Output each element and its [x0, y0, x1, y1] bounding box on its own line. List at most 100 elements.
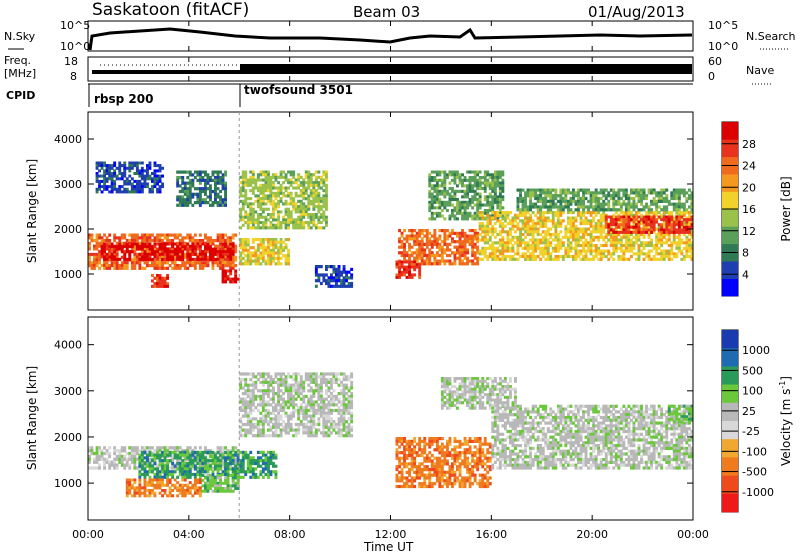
heatmap-cell — [229, 250, 233, 254]
heatmap-cell — [239, 238, 243, 242]
heatmap-cell — [660, 223, 664, 227]
heatmap-cell — [284, 178, 288, 182]
heatmap-cell — [153, 236, 157, 240]
heatmap-cell — [95, 451, 99, 456]
heatmap-cell — [506, 213, 510, 217]
heatmap-cell — [657, 235, 661, 239]
heatmap-cell — [246, 262, 250, 266]
heatmap-cell — [261, 243, 265, 247]
heatmap-cell — [496, 241, 500, 245]
heatmap-cell — [438, 242, 442, 246]
heatmap-cell — [214, 244, 217, 248]
heatmap-cell — [519, 211, 522, 215]
heatmap-cell — [279, 173, 283, 177]
heatmap-cell — [461, 253, 464, 258]
heatmap-cell — [156, 264, 159, 268]
heatmap-cell — [153, 261, 157, 265]
heatmap-cell — [577, 233, 580, 237]
heatmap-cell — [531, 202, 535, 206]
heatmap-cell — [594, 224, 598, 228]
heatmap-cell — [554, 224, 558, 228]
heatmap-cell — [481, 224, 485, 228]
heatmap-cell — [415, 256, 419, 260]
heatmap-cell — [302, 178, 306, 182]
heatmap-cell — [516, 227, 520, 231]
heatmap-cell — [599, 202, 603, 206]
heatmap-cell — [151, 446, 154, 450]
heatmap-cell — [622, 188, 626, 192]
heatmap-cell — [519, 238, 522, 242]
heatmap-cell — [133, 236, 137, 240]
heatmap-cell — [188, 463, 192, 467]
heatmap-cell — [267, 254, 270, 258]
heatmap-cell — [105, 257, 109, 261]
heatmap-cell — [211, 264, 215, 268]
heatmap-cell — [123, 457, 127, 461]
heatmap-cell — [592, 191, 596, 195]
heatmap-cell — [471, 189, 475, 193]
heatmap-cell — [206, 201, 210, 205]
heatmap-cell — [478, 233, 482, 237]
heatmap-cell — [498, 184, 502, 188]
heatmap-cell — [471, 229, 475, 233]
heatmap-cell — [594, 246, 598, 250]
heatmap-cell — [624, 191, 628, 195]
heatmap-cell — [544, 224, 548, 228]
heatmap-cell — [435, 200, 439, 204]
heatmap-cell — [461, 200, 464, 204]
heatmap-cell — [463, 214, 467, 218]
heatmap-cell — [302, 221, 306, 225]
heatmap-cell — [619, 196, 623, 201]
heatmap-cell — [158, 264, 162, 268]
heatmap-cell — [461, 178, 464, 182]
heatmap-cell — [251, 170, 255, 174]
heatmap-cell — [277, 248, 280, 252]
heatmap-cell — [148, 457, 152, 461]
heatmap-cell — [226, 277, 230, 281]
heatmap-cell — [244, 259, 248, 263]
heatmap-cell — [186, 475, 190, 479]
heatmap-cell — [635, 257, 638, 261]
heatmap-cell — [662, 222, 666, 226]
heatmap-cell — [191, 236, 195, 240]
heatmap-cell — [105, 242, 109, 246]
heatmap-cell — [125, 257, 129, 261]
heatmap-cell — [221, 451, 225, 456]
heatmap-cell — [624, 196, 628, 201]
heatmap-cell — [496, 255, 500, 259]
heatmap-cell — [267, 248, 270, 252]
colorbar-tick-label: 8 — [742, 247, 749, 260]
heatmap-cell — [624, 216, 628, 220]
heatmap-cell — [584, 222, 588, 226]
heatmap-cell — [264, 178, 268, 182]
heatmap-cell — [647, 224, 651, 228]
heatmap-cell — [672, 230, 676, 234]
heatmap-cell — [398, 240, 401, 244]
heatmap-cell — [282, 194, 285, 198]
heatmap-cell — [509, 238, 512, 242]
heatmap-cell — [312, 186, 316, 190]
heatmap-cell — [241, 243, 245, 247]
heatmap-cell — [511, 235, 515, 239]
heatmap-cell — [234, 274, 238, 278]
heatmap-cell — [549, 255, 553, 259]
heatmap-cell — [188, 195, 192, 199]
heatmap-cell — [476, 245, 480, 249]
heatmap-cell — [660, 244, 664, 248]
heatmap-cell — [554, 244, 558, 248]
heatmap-cell — [216, 192, 220, 196]
heatmap-cell — [350, 267, 354, 271]
heatmap-cell — [435, 189, 439, 193]
heatmap-cell — [214, 250, 217, 254]
heatmap-cell — [282, 240, 285, 244]
heatmap-cell — [214, 189, 217, 194]
heatmap-cell — [128, 164, 132, 168]
heatmap-cell — [176, 250, 180, 254]
heatmap-cell — [645, 205, 648, 209]
heatmap-cell — [428, 184, 432, 188]
heatmap-cell — [204, 252, 207, 256]
heatmap-cell — [446, 245, 449, 249]
heatmap-cell — [211, 461, 215, 466]
heatmap-cell — [567, 208, 570, 212]
heatmap-cell — [335, 281, 338, 286]
